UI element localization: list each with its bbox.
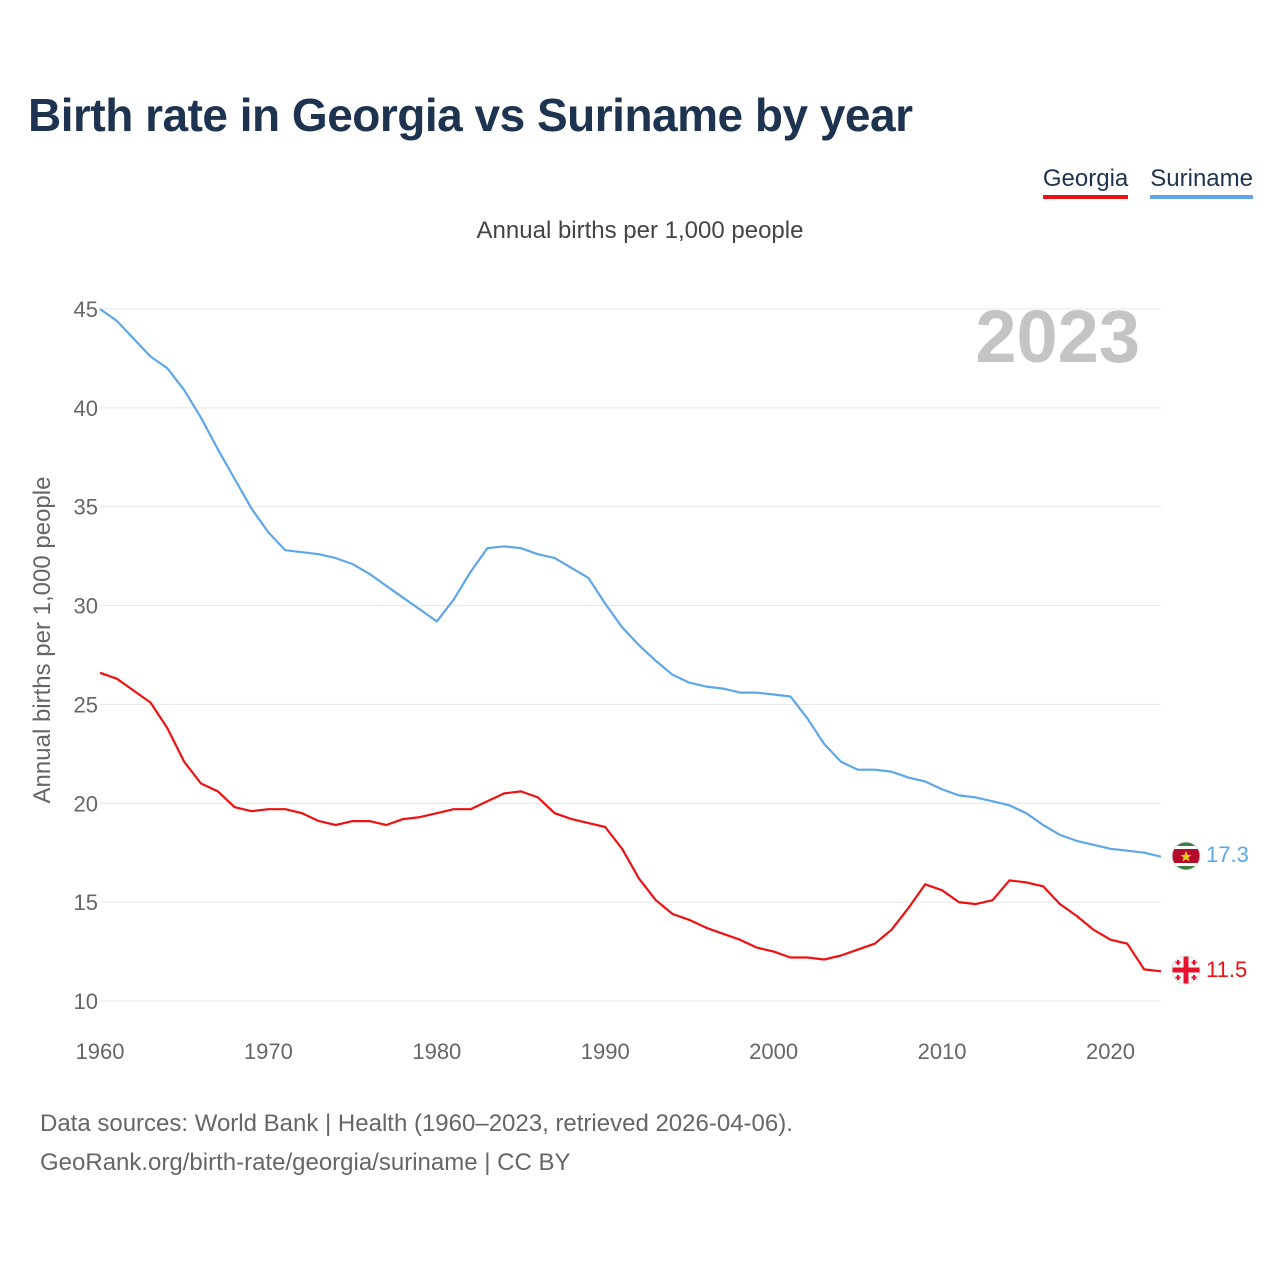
end-label-suriname: 17.3 xyxy=(1206,842,1249,867)
footer: Data sources: World Bank | Health (1960–… xyxy=(40,1104,793,1182)
y-axis-label: Annual births per 1,000 people xyxy=(29,477,56,804)
georgia-flag-icon xyxy=(1171,955,1201,985)
y-tick-40: 40 xyxy=(74,396,98,421)
series-line-georgia xyxy=(99,671,1162,973)
legend-item-suriname[interactable]: Suriname xyxy=(1150,165,1253,199)
x-axis-ticks: 1960 1970 1980 1990 2000 2010 2020 xyxy=(76,1039,1135,1064)
chart-subtitle: Annual births per 1,000 people xyxy=(476,217,804,244)
end-label-georgia: 11.5 xyxy=(1206,957,1247,982)
y-tick-35: 35 xyxy=(74,495,98,520)
series-line-suriname xyxy=(99,308,1162,858)
y-tick-15: 15 xyxy=(74,890,98,915)
suriname-flag-icon xyxy=(1171,841,1201,871)
x-tick-2020: 2020 xyxy=(1086,1039,1135,1064)
footer-source: Data sources: World Bank | Health (1960–… xyxy=(40,1110,793,1137)
y-tick-30: 30 xyxy=(74,594,98,619)
chart-title: Birth rate in Georgia vs Suriname by yea… xyxy=(28,89,913,141)
line-chart: 10 15 20 25 30 35 40 45 1960 1970 1980 1990 2000 201… xyxy=(29,295,1249,1064)
year-watermark: 2023 xyxy=(975,295,1140,378)
y-tick-10: 10 xyxy=(74,989,98,1014)
series-lines xyxy=(99,308,1162,973)
x-tick-1960: 1960 xyxy=(76,1039,125,1064)
y-tick-45: 45 xyxy=(74,297,98,322)
footer-credit: GeoRank.org/birth-rate/georgia/suriname … xyxy=(40,1149,571,1176)
x-tick-1970: 1970 xyxy=(244,1039,293,1064)
y-tick-20: 20 xyxy=(74,791,98,816)
y-tick-25: 25 xyxy=(74,692,98,717)
x-tick-2000: 2000 xyxy=(749,1039,798,1064)
x-tick-2010: 2010 xyxy=(918,1039,967,1064)
legend: Georgia Suriname xyxy=(1042,165,1253,199)
x-tick-1990: 1990 xyxy=(581,1039,630,1064)
gridlines xyxy=(100,308,1161,1002)
y-axis-ticks: 10 15 20 25 30 35 40 45 xyxy=(74,297,98,1014)
x-tick-1980: 1980 xyxy=(412,1039,461,1064)
legend-item-georgia[interactable]: Georgia xyxy=(1042,165,1129,199)
